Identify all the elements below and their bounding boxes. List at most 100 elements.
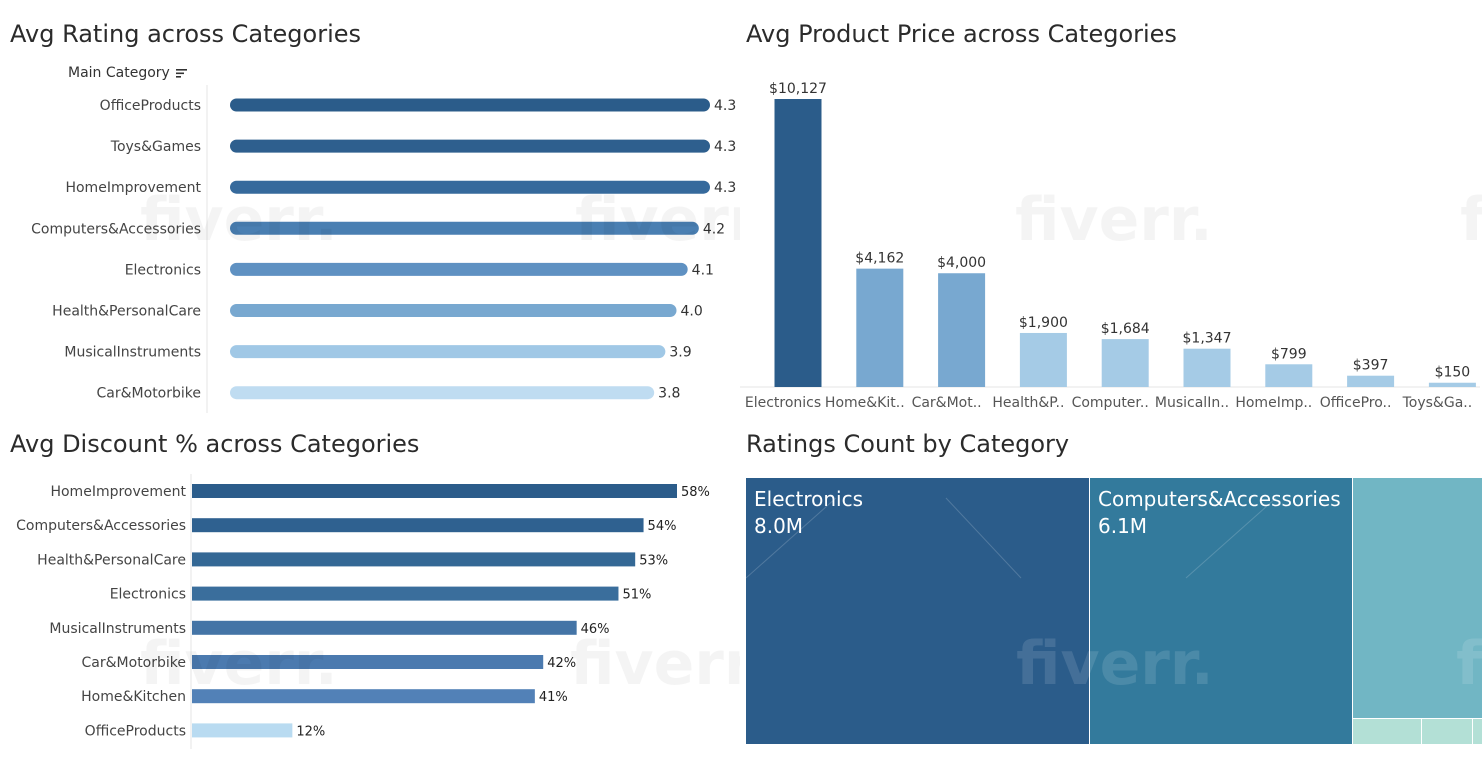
sort-descending-icon[interactable] [176, 68, 188, 78]
treemap-tile-computers [1090, 478, 1352, 744]
discount-category-label: Health&PersonalCare [37, 552, 186, 568]
rating-axis-header[interactable]: Main Category [68, 65, 188, 81]
discount-value-label: 58% [681, 485, 710, 500]
discount-value-label: 51% [622, 588, 651, 603]
price-chart-title: Avg Product Price across Categories [746, 20, 1177, 48]
price-category-label: OfficePro.. [1320, 395, 1392, 411]
discount-bar [192, 655, 544, 669]
rating-value-label: 4.0 [681, 304, 703, 320]
discount-bar [192, 723, 293, 738]
ratings-count-treemap: fiverr. fiverr. Electronics 8.0M Computers&A… [746, 478, 1482, 744]
price-category-label: Home&Kit.. [825, 395, 905, 411]
discount-category-label: Electronics [110, 587, 186, 603]
rating-value-label: 4.2 [703, 221, 725, 237]
discount-category-label: Home&Kitchen [81, 689, 186, 705]
fiverr-watermark: fiverr. [570, 629, 740, 699]
rating-bar [230, 98, 710, 112]
price-value-label: $1,684 [1101, 321, 1150, 337]
discount-value-label: 46% [581, 622, 610, 637]
price-value-label: $4,000 [937, 255, 986, 271]
price-bar [938, 273, 986, 387]
rating-value-label: 3.9 [669, 345, 691, 361]
rating-bar [230, 221, 699, 235]
rating-bar-chart: OfficeProducts 4.3 Toys&Games 4.3 HomeImprov… [31, 85, 740, 413]
fiverr-watermark: fiverr. [1015, 185, 1213, 255]
treemap-tile-small [1422, 719, 1472, 744]
rating-bar [230, 386, 655, 400]
price-value-label: $10,127 [769, 81, 827, 97]
discount-value-label: 41% [539, 690, 568, 705]
rating-value-label: 4.1 [692, 262, 714, 278]
rating-category-label: OfficeProducts [100, 98, 201, 114]
price-category-label: Electronics [745, 395, 821, 411]
price-bar-chart: $10,127 Electronics $4,162 Home&Kit.. $4,000… [740, 81, 1482, 411]
treemap-tile-unlabeled [1353, 478, 1482, 718]
rating-bar [230, 345, 666, 359]
price-value-label: $4,162 [855, 251, 904, 267]
discount-value-label: 12% [296, 724, 325, 739]
fiverr-watermark: fiverr. [575, 185, 740, 255]
treemap-tile-value: 8.0M [754, 514, 803, 538]
treemap-tile-name: Computers&Accessories [1098, 487, 1341, 511]
rating-category-label: Electronics [125, 262, 201, 278]
rating-bar [230, 304, 677, 317]
rating-chart-title: Avg Rating across Categories [10, 20, 362, 48]
price-bar [1183, 348, 1231, 387]
discount-category-label: OfficeProducts [85, 723, 186, 739]
watermark-line [1185, 497, 1277, 579]
price-bar [774, 99, 822, 387]
discount-value-label: 54% [648, 519, 677, 534]
treemap-tile-small [1353, 719, 1421, 744]
rating-category-label: Computers&Accessories [31, 221, 201, 237]
rating-bar [230, 262, 688, 276]
rating-value-label: 4.3 [714, 98, 736, 114]
rating-bar [230, 139, 710, 153]
rating-value-label: 4.3 [714, 180, 736, 196]
fiverr-watermark: fiverr. [1016, 629, 1214, 699]
discount-bar [192, 586, 619, 601]
discount-category-label: Computers&Accessories [16, 518, 186, 534]
discount-chart-title: Avg Discount % across Categories [10, 430, 420, 458]
price-value-label: $150 [1435, 365, 1471, 381]
price-bar [1265, 364, 1313, 387]
discount-bar-chart: HomeImprovement 58% Computers&Accessories 5… [16, 474, 740, 749]
treemap-tile-name: Electronics [754, 487, 863, 511]
discount-value-label: 42% [547, 656, 576, 671]
rating-category-label: Health&PersonalCare [52, 304, 201, 320]
fiverr-watermark: fiverr. [1456, 629, 1482, 699]
rating-category-label: Car&Motorbike [97, 386, 201, 402]
rating-category-label: Toys&Games [110, 139, 201, 155]
price-value-label: $1,347 [1183, 331, 1232, 347]
discount-category-label: MusicalInstruments [49, 621, 186, 637]
discount-bar [192, 484, 677, 498]
price-category-label: MusicalIn.. [1155, 395, 1229, 411]
price-bar [1347, 375, 1395, 387]
price-value-label: $1,900 [1019, 315, 1068, 331]
treemap-chart-title: Ratings Count by Category [746, 430, 1070, 458]
discount-bar [192, 620, 577, 635]
discount-bar [192, 518, 644, 533]
price-category-label: HomeImp.. [1235, 395, 1312, 411]
rating-category-label: HomeImprovement [65, 180, 201, 196]
fiverr-watermark: fiverr. [140, 185, 338, 255]
price-bar [1101, 339, 1149, 387]
watermark-line [746, 497, 837, 579]
discount-bar [192, 689, 535, 704]
price-value-label: $799 [1271, 346, 1307, 362]
treemap-tile-value: 6.1M [1098, 514, 1147, 538]
price-category-label: Car&Mot.. [912, 395, 982, 411]
treemap-tile-electronics [746, 478, 1089, 744]
discount-bar [192, 552, 636, 567]
discount-category-label: HomeImprovement [50, 484, 186, 500]
rating-bar [230, 180, 710, 194]
rating-axis-header-label: Main Category [68, 65, 170, 81]
price-value-label: $397 [1353, 358, 1389, 374]
watermark-line [945, 497, 1022, 579]
price-bar [1019, 332, 1067, 387]
treemap-tile-small [1473, 719, 1482, 744]
discount-value-label: 53% [639, 553, 668, 568]
rating-value-label: 4.3 [714, 139, 736, 155]
rating-category-label: MusicalInstruments [64, 345, 201, 361]
fiverr-watermark: fiverr. [140, 629, 338, 699]
price-category-label: Computer.. [1072, 395, 1149, 411]
